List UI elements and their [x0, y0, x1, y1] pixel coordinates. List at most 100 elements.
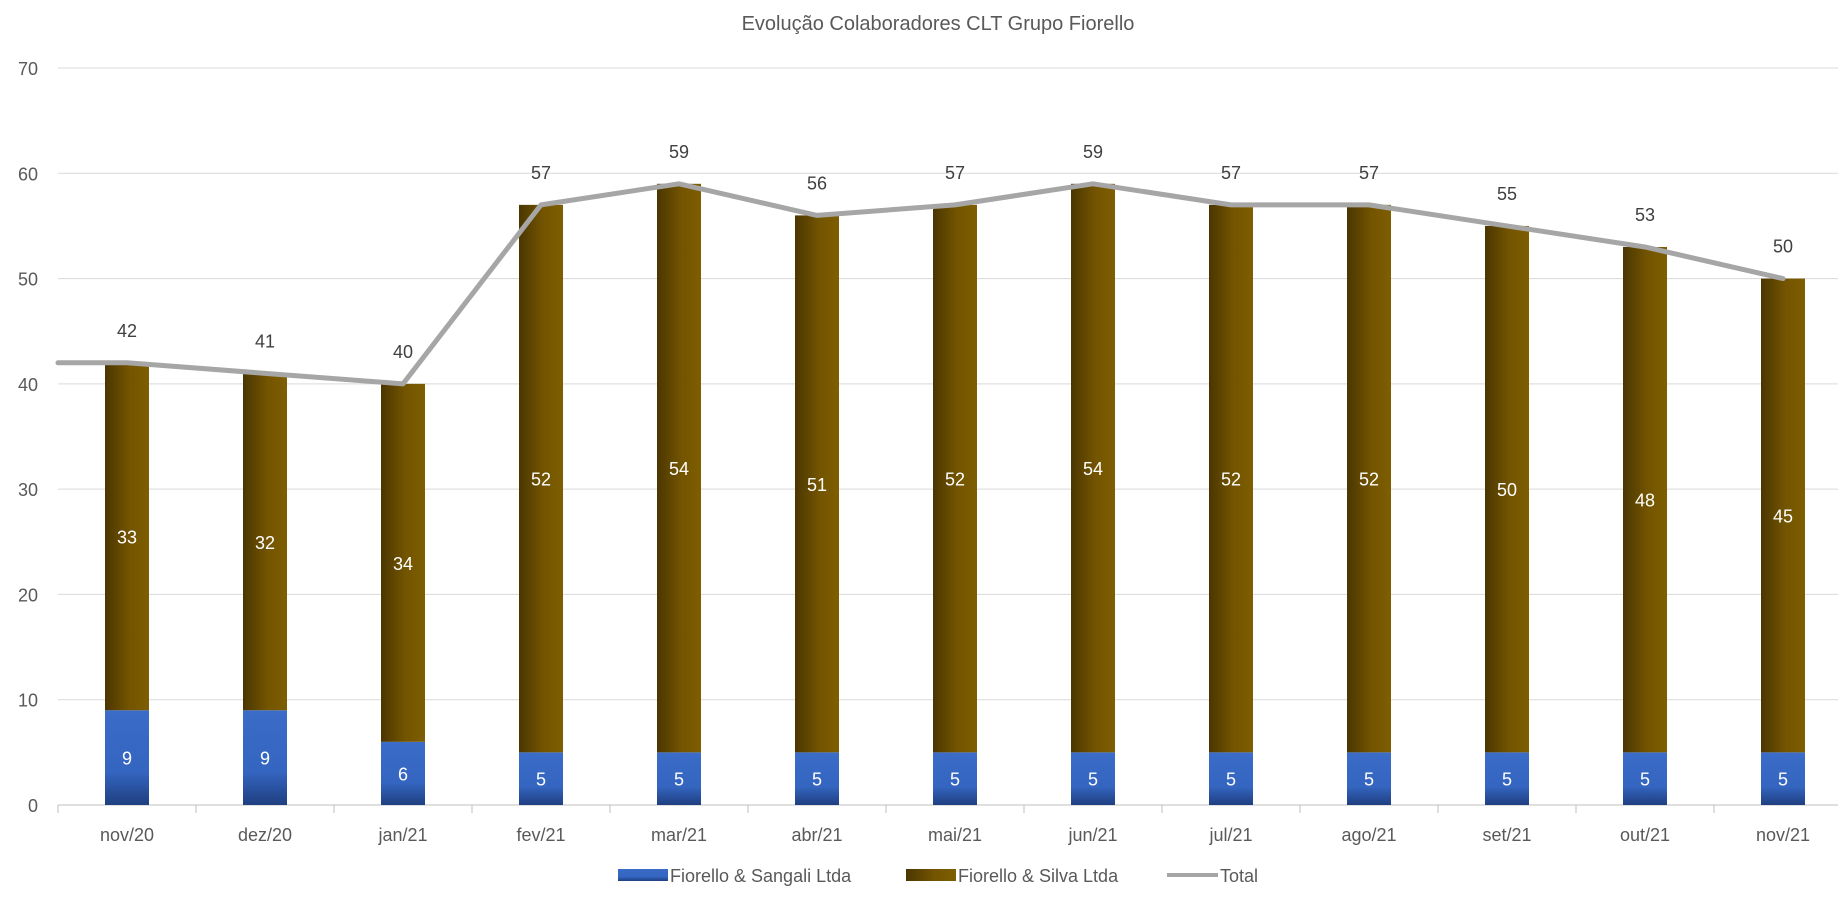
legend-swatch-fiorello-silva-ltda	[906, 869, 956, 881]
bar-fiorello-sangali-ltda	[1209, 752, 1253, 805]
data-label-total: 53	[1635, 205, 1655, 225]
x-tick-label: fev/21	[516, 825, 565, 845]
data-label-total: 50	[1773, 237, 1793, 257]
x-tick-label: jan/21	[377, 825, 427, 845]
bar-fiorello-sangali-ltda	[933, 752, 977, 805]
bar-fiorello-sangali-ltda	[381, 741, 425, 805]
x-tick-label: jul/21	[1208, 825, 1252, 845]
bar-fiorello-silva-ltda	[1071, 183, 1115, 753]
bar-fiorello-silva-ltda	[657, 183, 701, 753]
data-label-fiorello-silva-ltda: 52	[945, 470, 965, 490]
bar-fiorello-silva-ltda	[243, 373, 287, 711]
bar-fiorello-silva-ltda	[1623, 246, 1667, 753]
bar-fiorello-sangali-ltda	[1485, 752, 1529, 805]
bar-fiorello-sangali-ltda	[1071, 752, 1115, 805]
data-label-fiorello-sangali-ltda: 5	[1502, 770, 1512, 790]
x-tick-label: dez/20	[238, 825, 292, 845]
data-label-fiorello-sangali-ltda: 5	[1778, 770, 1788, 790]
data-label-fiorello-sangali-ltda: 5	[1088, 770, 1098, 790]
data-label-fiorello-silva-ltda: 54	[669, 459, 689, 479]
data-label-fiorello-silva-ltda: 32	[255, 533, 275, 553]
bar-fiorello-sangali-ltda	[519, 752, 563, 805]
x-tick-label: mai/21	[928, 825, 982, 845]
data-label-fiorello-sangali-ltda: 5	[536, 770, 546, 790]
data-label-fiorello-silva-ltda: 45	[1773, 506, 1793, 526]
y-tick-label: 10	[18, 691, 38, 711]
data-label-total: 57	[945, 163, 965, 183]
total-line-layer	[55, 181, 1786, 387]
bar-fiorello-sangali-ltda	[1761, 752, 1805, 805]
chart-title: Evolução Colaboradores CLT Grupo Fiorell…	[742, 13, 1135, 35]
legend-label-total: Total	[1220, 866, 1258, 886]
data-label-fiorello-sangali-ltda: 9	[122, 749, 132, 769]
data-label-total: 59	[669, 142, 689, 162]
x-tick-label: ago/21	[1341, 825, 1396, 845]
data-label-total: 57	[1359, 163, 1379, 183]
y-tick-label: 70	[18, 59, 38, 79]
data-label-fiorello-silva-ltda: 33	[117, 528, 137, 548]
y-tick-label: 60	[18, 164, 38, 184]
legend-label-fiorello-sangali-ltda: Fiorello & Sangali Ltda	[670, 866, 852, 886]
x-tick-label: abr/21	[791, 825, 842, 845]
y-tick-label: 50	[18, 270, 38, 290]
x-tick-label: out/21	[1620, 825, 1670, 845]
x-axis-ticks: nov/20 dez/20 jan/21 fev/21 mar/21 abr/21 mai/…	[100, 825, 1810, 845]
x-tick-label: nov/21	[1756, 825, 1810, 845]
bar-fiorello-sangali-ltda	[105, 710, 149, 805]
data-label-fiorello-sangali-ltda: 5	[674, 770, 684, 790]
data-label-fiorello-silva-ltda: 50	[1497, 480, 1517, 500]
bar-fiorello-silva-ltda	[933, 204, 977, 753]
line-total	[55, 181, 1786, 387]
bars	[105, 183, 1805, 805]
data-label-fiorello-sangali-ltda: 6	[398, 764, 408, 784]
bar-fiorello-silva-ltda	[1209, 204, 1253, 753]
bar-fiorello-silva-ltda	[381, 383, 425, 742]
data-label-total: 55	[1497, 184, 1517, 204]
bar-fiorello-silva-ltda	[1347, 204, 1391, 753]
data-label-fiorello-sangali-ltda: 5	[1226, 770, 1236, 790]
data-label-fiorello-sangali-ltda: 5	[812, 770, 822, 790]
legend-label-fiorello-silva-ltda: Fiorello & Silva Ltda	[958, 866, 1119, 886]
data-label-fiorello-silva-ltda: 52	[531, 470, 551, 490]
bar-fiorello-silva-ltda	[795, 215, 839, 753]
x-tick-label: nov/20	[100, 825, 154, 845]
data-label-fiorello-sangali-ltda: 5	[950, 770, 960, 790]
data-label-fiorello-sangali-ltda: 9	[260, 749, 270, 769]
legend-swatch-fiorello-sangali-ltda	[618, 869, 668, 881]
data-label-total: 57	[531, 163, 551, 183]
data-label-total: 57	[1221, 163, 1241, 183]
y-tick-label: 0	[28, 796, 38, 816]
data-label-total: 42	[117, 321, 137, 341]
bar-fiorello-sangali-ltda	[795, 752, 839, 805]
y-tick-label: 30	[18, 480, 38, 500]
data-label-total: 40	[393, 342, 413, 362]
bar-fiorello-silva-ltda	[1485, 225, 1529, 753]
data-label-total: 59	[1083, 142, 1103, 162]
data-label-fiorello-silva-ltda: 34	[393, 554, 413, 574]
data-label-total: 41	[255, 331, 275, 351]
bar-fiorello-silva-ltda	[519, 204, 563, 753]
x-tick-label: set/21	[1482, 825, 1531, 845]
data-label-fiorello-silva-ltda: 51	[807, 475, 827, 495]
data-label-fiorello-silva-ltda: 52	[1221, 470, 1241, 490]
bar-fiorello-silva-ltda	[105, 362, 149, 711]
x-tick-label: jun/21	[1067, 825, 1117, 845]
data-label-total: 56	[807, 173, 827, 193]
data-label-fiorello-sangali-ltda: 5	[1364, 770, 1374, 790]
data-labels: 9339326345525545515525545525525505485454…	[117, 142, 1793, 790]
y-tick-label: 40	[18, 375, 38, 395]
y-axis-ticks: 0 10 20 30 40 50 60 70	[18, 59, 38, 816]
y-tick-label: 20	[18, 585, 38, 605]
bar-fiorello-silva-ltda	[1761, 278, 1805, 753]
data-label-fiorello-sangali-ltda: 5	[1640, 770, 1650, 790]
x-tick-label: mar/21	[651, 825, 707, 845]
bar-fiorello-sangali-ltda	[1347, 752, 1391, 805]
data-label-fiorello-silva-ltda: 52	[1359, 470, 1379, 490]
data-label-fiorello-silva-ltda: 48	[1635, 491, 1655, 511]
bar-fiorello-sangali-ltda	[243, 710, 287, 805]
data-label-fiorello-silva-ltda: 54	[1083, 459, 1103, 479]
bar-fiorello-sangali-ltda	[657, 752, 701, 805]
legend: Fiorello & Sangali Ltda Fiorello & Silva …	[618, 866, 1258, 886]
